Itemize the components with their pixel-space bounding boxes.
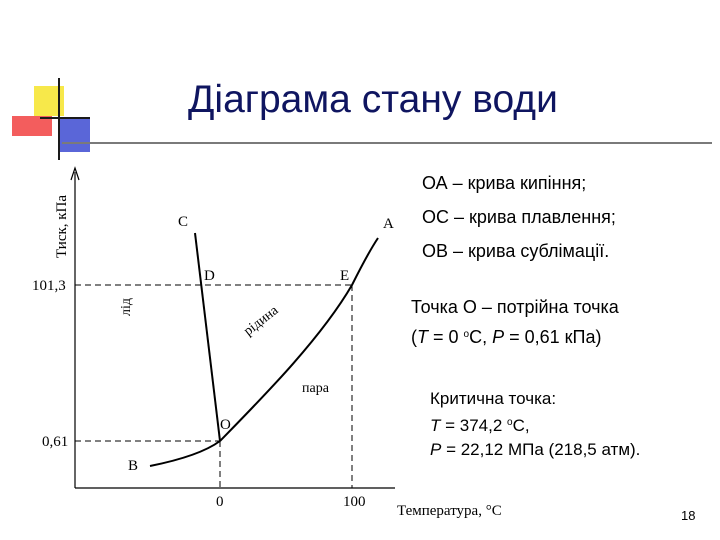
point-c-label: C — [178, 214, 188, 230]
triple-p-var: P — [492, 327, 505, 347]
point-e-label: E — [340, 268, 349, 284]
legend-oa-term: ОА — [422, 173, 448, 193]
legend-oa-text: – крива кипіння; — [447, 173, 587, 193]
critical-point-temperature: T = 374,2 oС, — [430, 411, 640, 438]
triple-open-paren: ( — [411, 327, 417, 347]
slide-title: Діаграма стану води — [188, 78, 558, 121]
y-axis-label: Тиск, кПа — [54, 195, 70, 258]
point-o-label: O — [220, 417, 231, 433]
legend-ob-term: ОВ — [422, 241, 449, 261]
critical-p-var: P — [430, 440, 442, 459]
point-b-label: B — [128, 458, 138, 474]
critical-t-value: = 374,2 — [440, 416, 508, 435]
curve-ob-sublimation — [149, 440, 221, 467]
point-d-label: D — [204, 268, 215, 284]
curve-legend: ОА – крива кипіння; ОС – крива плавлення… — [422, 166, 616, 268]
legend-oc-text: – крива плавлення; — [449, 207, 616, 227]
critical-degree: o — [507, 417, 513, 428]
legend-oc: ОС – крива плавлення; — [422, 200, 616, 234]
point-a-label: A — [383, 216, 394, 232]
decor-vertical-line — [58, 78, 60, 160]
decor-blue-square — [58, 118, 90, 152]
page-number: 18 — [681, 508, 696, 523]
decor-title-underline — [62, 142, 712, 144]
x-tick-0: 0 — [216, 494, 224, 510]
curve-oa-boiling — [219, 237, 379, 442]
legend-oa: ОА – крива кипіння; — [422, 166, 616, 200]
triple-t-unit: С, — [469, 327, 493, 347]
triple-point-block: Точка О – потрійна точка (T = 0 oС, P = … — [411, 294, 619, 351]
critical-p-value: = 22,12 МПа (218,5 атм). — [441, 440, 641, 459]
legend-ob: ОВ – крива сублімації. — [422, 234, 616, 268]
critical-point-block: Критична точка: T = 374,2 oС, P = 22,12 … — [430, 387, 640, 462]
critical-t-unit: С, — [512, 416, 530, 435]
triple-point-heading: Точка О – потрійна точка — [411, 297, 619, 317]
y-tick-101: 101,3 — [32, 278, 66, 294]
critical-point-pressure: P = 22,12 МПа (218,5 атм). — [430, 438, 640, 462]
triple-point-values: (T = 0 oС, P = 0,61 кПа) — [411, 321, 619, 351]
region-vapor-label: пара — [302, 381, 330, 396]
triple-t-var: T — [417, 327, 428, 347]
triple-t-value: = 0 — [428, 327, 464, 347]
triple-degree: o — [463, 329, 470, 340]
x-tick-100: 100 — [343, 494, 366, 510]
critical-point-heading: Критична точка: — [430, 389, 557, 408]
legend-ob-text: – крива сублімації. — [448, 241, 610, 261]
region-ice-label: лід — [119, 298, 134, 316]
critical-t-var: T — [430, 416, 441, 435]
curve-oc-melting — [194, 232, 221, 442]
y-axis-arrow-icon — [70, 166, 80, 181]
region-liquid-label: рідина — [241, 303, 282, 339]
legend-oc-term: ОС — [422, 207, 449, 227]
decor-horizontal-line — [40, 117, 90, 119]
triple-p-value: = 0,61 кПа) — [504, 327, 602, 347]
decor-red-square — [12, 116, 52, 136]
y-tick-061: 0,61 — [42, 434, 68, 450]
x-axis-label: Температура, °С — [397, 503, 502, 519]
